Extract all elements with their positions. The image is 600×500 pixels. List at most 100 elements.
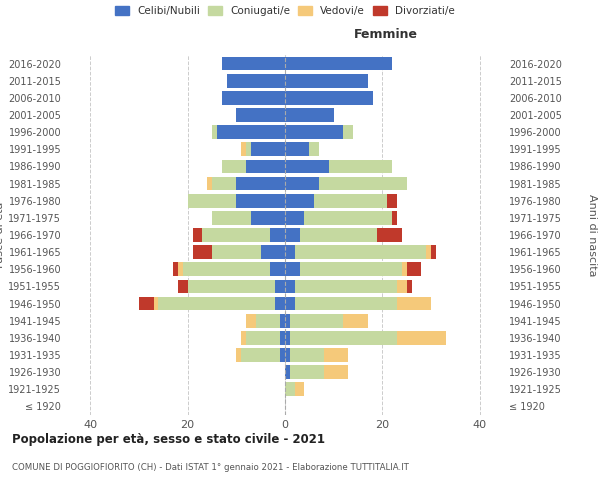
Bar <box>290 314 343 328</box>
Bar <box>402 262 407 276</box>
Bar <box>280 314 285 328</box>
Bar <box>397 296 431 310</box>
Bar <box>285 56 392 70</box>
Bar <box>310 142 319 156</box>
Bar <box>426 246 431 259</box>
Bar <box>178 280 188 293</box>
Text: Femmine: Femmine <box>354 28 418 40</box>
Bar <box>193 228 202 242</box>
Bar <box>222 160 246 173</box>
Bar <box>343 314 368 328</box>
Bar <box>183 262 271 276</box>
Bar <box>324 366 348 379</box>
Bar <box>212 246 260 259</box>
Bar <box>397 331 446 344</box>
Bar <box>397 280 407 293</box>
Bar <box>285 348 290 362</box>
Bar <box>222 56 285 70</box>
Bar <box>304 211 392 224</box>
Text: Popolazione per età, sesso e stato civile - 2021: Popolazione per età, sesso e stato civil… <box>12 432 325 446</box>
Bar <box>241 331 246 344</box>
Bar <box>285 280 295 293</box>
Bar <box>285 382 295 396</box>
Bar <box>260 246 285 259</box>
Bar <box>251 142 285 156</box>
Bar <box>246 160 285 173</box>
Bar <box>217 126 285 139</box>
Bar <box>314 194 387 207</box>
Bar <box>236 176 285 190</box>
Bar <box>285 211 304 224</box>
Bar <box>222 91 285 104</box>
Bar <box>324 348 348 362</box>
Bar <box>285 74 368 88</box>
Bar <box>285 366 290 379</box>
Bar <box>319 176 407 190</box>
Legend: Celibi/Nubili, Coniugati/e, Vedovi/e, Divorziati/e: Celibi/Nubili, Coniugati/e, Vedovi/e, Di… <box>115 6 455 16</box>
Bar <box>236 348 241 362</box>
Bar <box>299 228 377 242</box>
Bar <box>392 211 397 224</box>
Bar <box>285 91 373 104</box>
Bar <box>285 108 334 122</box>
Bar <box>246 142 251 156</box>
Bar <box>241 142 246 156</box>
Bar <box>139 296 154 310</box>
Bar <box>290 366 324 379</box>
Bar <box>207 176 212 190</box>
Bar <box>407 280 412 293</box>
Bar <box>285 142 310 156</box>
Bar <box>285 262 299 276</box>
Bar <box>251 211 285 224</box>
Bar <box>329 160 392 173</box>
Bar <box>178 262 183 276</box>
Bar <box>193 246 212 259</box>
Bar <box>212 126 217 139</box>
Bar <box>295 382 304 396</box>
Bar <box>377 228 402 242</box>
Bar <box>285 160 329 173</box>
Bar <box>188 194 236 207</box>
Bar <box>290 331 397 344</box>
Bar <box>290 348 324 362</box>
Bar <box>188 280 275 293</box>
Bar <box>285 246 295 259</box>
Bar <box>285 331 290 344</box>
Bar <box>295 296 397 310</box>
Bar <box>212 211 251 224</box>
Bar <box>295 280 397 293</box>
Bar <box>271 262 285 276</box>
Bar <box>275 296 285 310</box>
Bar <box>236 194 285 207</box>
Bar <box>154 296 158 310</box>
Bar <box>227 74 285 88</box>
Bar <box>295 246 426 259</box>
Text: COMUNE DI POGGIOFIORITO (CH) - Dati ISTAT 1° gennaio 2021 - Elaborazione TUTTITA: COMUNE DI POGGIOFIORITO (CH) - Dati ISTA… <box>12 462 409 471</box>
Bar <box>271 228 285 242</box>
Bar <box>285 314 290 328</box>
Bar <box>280 348 285 362</box>
Bar <box>246 314 256 328</box>
Bar <box>202 228 271 242</box>
Bar <box>275 280 285 293</box>
Bar <box>407 262 421 276</box>
Bar <box>387 194 397 207</box>
Bar <box>299 262 402 276</box>
Bar <box>212 176 236 190</box>
Bar <box>241 348 280 362</box>
Bar <box>343 126 353 139</box>
Bar <box>158 296 275 310</box>
Text: Anni di nascita: Anni di nascita <box>587 194 597 276</box>
Bar <box>285 296 295 310</box>
Bar <box>431 246 436 259</box>
Y-axis label: Fasce di età: Fasce di età <box>0 202 5 268</box>
Bar <box>280 331 285 344</box>
Bar <box>285 228 299 242</box>
Bar <box>246 331 280 344</box>
Bar <box>285 126 343 139</box>
Bar <box>256 314 280 328</box>
Bar <box>285 176 319 190</box>
Bar <box>285 194 314 207</box>
Bar <box>173 262 178 276</box>
Bar <box>236 108 285 122</box>
